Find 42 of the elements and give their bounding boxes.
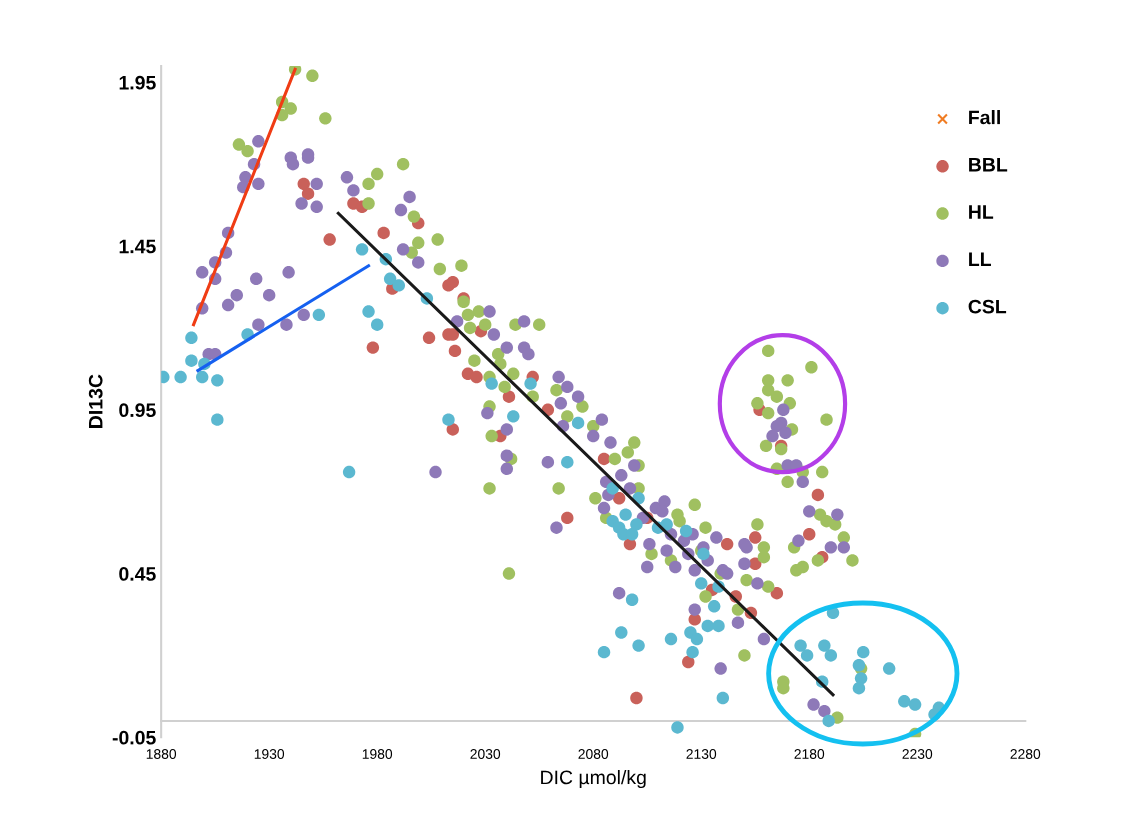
x-tick-label: 1980 bbox=[362, 749, 393, 759]
point bbox=[720, 537, 734, 551]
x-tick-label: 2130 bbox=[686, 749, 717, 759]
point bbox=[297, 177, 310, 191]
y-axis-title: DI13C bbox=[88, 374, 103, 428]
y-tick-label: 0.95 bbox=[119, 403, 156, 418]
x-tick-label: 1930 bbox=[254, 749, 285, 759]
x-tick-label: 1880 bbox=[146, 749, 177, 759]
y-tick-label: 0.45 bbox=[119, 567, 156, 581]
point bbox=[446, 423, 460, 436]
point bbox=[448, 344, 462, 358]
point bbox=[811, 488, 825, 502]
x-tick-label: 2030 bbox=[470, 749, 501, 759]
x-axis-title: DIC µmol/kg bbox=[541, 769, 646, 789]
point bbox=[682, 655, 695, 669]
legend-label: LL bbox=[969, 252, 991, 266]
legend-label: CSL bbox=[968, 299, 1007, 314]
point bbox=[612, 492, 626, 505]
point bbox=[770, 587, 784, 600]
point bbox=[422, 331, 436, 344]
legend-label: Fall bbox=[969, 110, 1000, 125]
y-tick-label: -0.05 bbox=[112, 730, 156, 745]
point bbox=[630, 691, 643, 705]
y-tick-label: 1.45 bbox=[119, 239, 156, 254]
x-tick-label: 2280 bbox=[1010, 749, 1041, 759]
point bbox=[446, 275, 460, 289]
point bbox=[470, 370, 483, 384]
point bbox=[561, 511, 574, 525]
x-tick-label: 2230 bbox=[902, 749, 933, 759]
point bbox=[749, 531, 762, 544]
legend-label: BBL bbox=[969, 158, 1008, 172]
point bbox=[597, 452, 611, 466]
x-tick-label: 2180 bbox=[794, 749, 825, 759]
point bbox=[301, 187, 315, 200]
point bbox=[377, 226, 390, 240]
legend-label: HL bbox=[969, 205, 994, 219]
point bbox=[803, 528, 816, 541]
point bbox=[502, 390, 516, 403]
y-tick-label: 1.95 bbox=[119, 75, 156, 90]
point bbox=[366, 341, 380, 354]
x-tick-label: 2080 bbox=[578, 749, 609, 759]
point bbox=[323, 233, 336, 246]
